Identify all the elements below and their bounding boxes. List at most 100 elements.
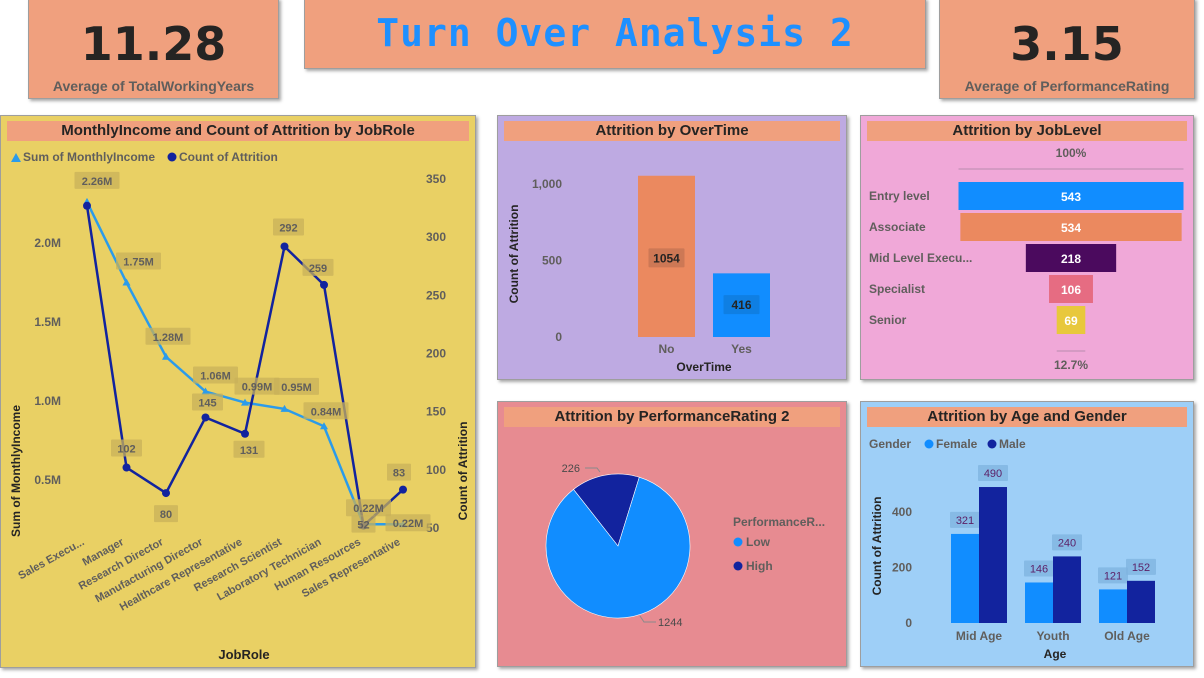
legend-title: Gender [869, 437, 911, 451]
bar-value-label: 121 [1104, 570, 1122, 582]
y2-tick-label: 200 [426, 347, 446, 361]
pie-label-low: 1244 [658, 617, 682, 629]
panel-title: Attrition by Age and Gender [867, 407, 1187, 427]
y-tick-label: 400 [892, 505, 912, 519]
y2-axis-title: Count of Attrition [456, 422, 470, 521]
pie-legend-marker-high [733, 561, 743, 571]
legend-marker-male [987, 439, 997, 449]
bar-value-bg [648, 248, 685, 268]
panel-title: Attrition by OverTime [504, 121, 840, 141]
x-tick-label: No [659, 342, 675, 356]
panel-title: Attrition by PerformanceRating 2 [504, 407, 840, 427]
pie-label-high: 226 [562, 463, 580, 475]
funnel-category-label: Senior [869, 313, 907, 327]
y-tick-label: 2.0M [34, 236, 61, 250]
panel-agegender: Attrition by Age and Gender 0 200 400 Count… [860, 401, 1194, 667]
y-axis-title: Count of Attrition [870, 497, 884, 596]
x-tick-label: Yes [731, 342, 752, 356]
attrition-data-label-bg [111, 439, 142, 457]
income-data-label-bg [193, 366, 238, 384]
panel-performance: Attrition by PerformanceRating 2 226 1244… [497, 401, 847, 667]
funnel-bar [1049, 275, 1093, 303]
income-data-label-bg [234, 377, 280, 395]
y-tick-label: 500 [542, 254, 562, 268]
attrition-data-label-bg [273, 218, 304, 236]
pie-legend-marker-low [733, 537, 743, 547]
bar-value-bg [1052, 534, 1082, 551]
kpi-label: Average of PerformanceRating [964, 78, 1170, 94]
jobrole-chart: Sum of MonthlyIncome Count of Attrition 0.… [9, 150, 470, 662]
kpi-value: 11.28 [80, 17, 227, 71]
y-tick-label: 1.0M [34, 394, 61, 408]
attrition-data-label: 52 [357, 520, 369, 532]
attrition-data-label-bg [192, 393, 223, 411]
funnel-category-label: Entry level [869, 189, 930, 203]
legend-label-income: Sum of MonthlyIncome [23, 150, 155, 164]
pie-slice-low [545, 476, 691, 619]
kpi-card-total-working-years: 11.28 Average of TotalWorkingYears [28, 0, 279, 99]
x-tick-label: Mid Age [956, 629, 1003, 643]
bar-female [1025, 582, 1053, 623]
income-data-label: 1.06M [200, 371, 231, 383]
bar-female [1099, 589, 1127, 623]
y2-tick-label: 100 [426, 463, 446, 477]
bar-value-label: 1054 [653, 251, 680, 265]
income-data-label: 0.22M [393, 518, 424, 530]
attrition-data-label: 145 [198, 397, 216, 409]
funnel-bar [1056, 306, 1086, 334]
kpi-label: Average of TotalWorkingYears [52, 78, 255, 94]
y-tick-label: 1.5M [34, 315, 61, 329]
funnel-bottom-label: 12.7% [1054, 358, 1088, 372]
attrition-data-label: 292 [279, 222, 297, 234]
income-point [280, 404, 289, 412]
income-data-label-bg [303, 402, 349, 420]
legend-marker-income [11, 153, 21, 162]
bar-male [979, 487, 1007, 623]
income-data-label-bg [346, 499, 391, 517]
x-axis-title: JobRole [218, 647, 269, 662]
income-data-label-bg [145, 327, 191, 345]
income-point [162, 352, 170, 360]
bar-value-label: 240 [1058, 537, 1076, 549]
kpi-card-performance-rating: 3.15 Average of PerformanceRating [939, 0, 1195, 99]
bar-value-bg [1126, 558, 1156, 575]
y2-tick-label: 350 [426, 172, 446, 186]
x-axis-title: Age [1044, 647, 1067, 661]
dashboard-title-box: Turn Over Analysis 2 [304, 0, 926, 69]
attrition-data-label-bg [351, 515, 376, 533]
joblevel-chart: 100% 12.7% 543 Entry level 534 Associate 218 Mi… [869, 146, 1184, 372]
attrition-data-label-bg [302, 258, 334, 276]
bar-value-bg [950, 511, 980, 528]
funnel-value-label: 69 [1064, 314, 1078, 328]
panel-title: MonthlyIncome and Count of Attrition by … [7, 121, 469, 141]
x-tick-label: Sales Execu... [16, 536, 86, 582]
attrition-point [162, 489, 170, 498]
bar-value-label: 321 [956, 515, 974, 527]
bar-value-bg [1024, 560, 1054, 577]
funnel-top-label: 100% [1056, 146, 1087, 160]
income-data-label: 1.75M [123, 257, 154, 269]
funnel-value-label: 543 [1061, 190, 1081, 204]
bar-value-bg [723, 295, 760, 315]
panel-jobrole: MonthlyIncome and Count of Attrition by … [0, 115, 476, 668]
attrition-data-label-bg [154, 505, 178, 523]
income-data-label-bg [274, 377, 319, 395]
bar-value-label: 152 [1132, 562, 1150, 574]
panel-overtime: Attrition by OverTime 0 500 1,000 Count of … [497, 115, 847, 380]
x-axis-title: OverTime [676, 360, 731, 374]
panel-title: Attrition by JobLevel [867, 121, 1187, 141]
attrition-data-label-bg [387, 463, 411, 481]
overtime-bar [713, 273, 770, 337]
pie-leader-high [585, 467, 601, 473]
attrition-data-label-bg [233, 440, 265, 458]
funnel-category-label: Mid Level Execu... [869, 251, 972, 265]
income-point [201, 387, 210, 395]
income-data-label: 1.28M [153, 332, 184, 344]
income-data-label-bg [385, 514, 431, 532]
attrition-data-label: 131 [240, 445, 258, 457]
bar-value-label: 146 [1030, 563, 1048, 575]
legend-label-male: Male [999, 437, 1026, 451]
attrition-point [399, 485, 407, 494]
y-tick-label: 0 [555, 330, 562, 344]
income-data-label-bg [74, 171, 120, 189]
